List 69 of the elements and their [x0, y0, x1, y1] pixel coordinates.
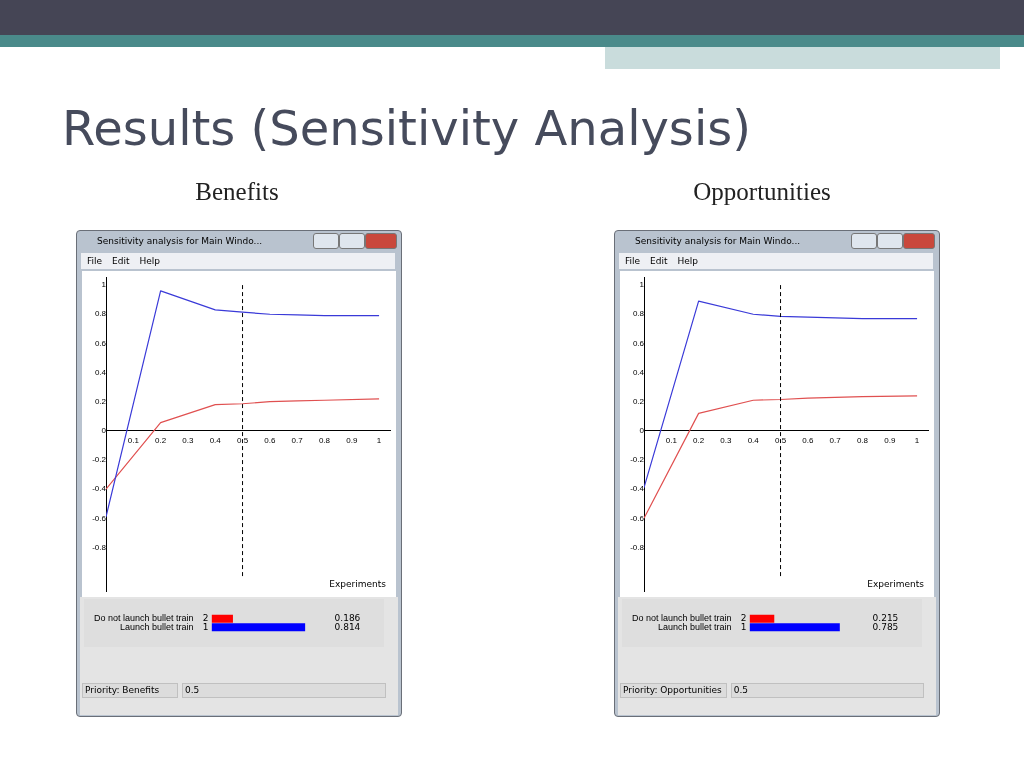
- x-tick-label: 0.5: [236, 435, 249, 445]
- x-tick-label: 0.2: [693, 435, 705, 445]
- y-tick-label: 0.8: [94, 309, 107, 319]
- x-tick-label: 1: [914, 435, 920, 445]
- y-tick-label: -0.8: [92, 542, 107, 552]
- y-tick-label: -0.8: [630, 542, 645, 552]
- data-label: 0.814: [334, 621, 361, 632]
- y-tick-label: 0.2: [94, 396, 107, 406]
- text: Sensitivity analysis for Main Windo...: [97, 236, 263, 246]
- text: File: [87, 256, 103, 266]
- data-label: 0.215: [872, 613, 899, 624]
- text: Sensitivity analysis for Main Windo...: [635, 236, 801, 246]
- y-tick-label: 0.6: [632, 338, 645, 348]
- x-tick-label: 0.7: [291, 435, 304, 445]
- x-tick-label: 0.4: [209, 435, 222, 445]
- y-tick-label: -0.2: [630, 455, 645, 465]
- y-tick-label: 0.4: [632, 367, 645, 377]
- y-tick-label: -0.2: [92, 455, 107, 465]
- x-axis-title: Experiments: [867, 579, 925, 590]
- data-label: 0.186: [334, 613, 361, 624]
- text: Edit: [650, 256, 668, 266]
- x-tick-label: 0.1: [127, 435, 140, 445]
- y-tick-label: -0.6: [630, 513, 645, 523]
- chart-title: Opportunities: [692, 178, 832, 206]
- y-tick-label: Do not launch bullet train: [632, 613, 732, 624]
- x-tick-label: 0.6: [802, 435, 814, 445]
- y-tick-label: -0.4: [630, 484, 645, 494]
- text: Results (Sensitivity Analysis): [62, 100, 751, 156]
- y-tick-label: 0: [101, 426, 107, 436]
- y-tick-label: 0.6: [94, 338, 107, 348]
- text: Help: [677, 256, 699, 266]
- x-tick-label: 0.9: [346, 435, 358, 445]
- x-tick-label: 0.3: [182, 435, 195, 445]
- y-tick-label: Do not launch bullet train: [94, 613, 194, 624]
- text: Help: [139, 256, 161, 266]
- x-tick-label: 0.6: [264, 435, 276, 445]
- text: 1: [202, 621, 209, 632]
- y-tick-label: 0.4: [94, 367, 107, 377]
- x-tick-label: 0.9: [884, 435, 896, 445]
- y-tick-label: 0: [639, 426, 645, 436]
- text: Edit: [112, 256, 130, 266]
- text: 2: [740, 613, 747, 624]
- y-tick-label: 1: [639, 280, 645, 290]
- x-tick-label: 0.3: [720, 435, 733, 445]
- x-axis-title: Experiments: [329, 579, 387, 590]
- x-tick-label: 0.2: [155, 435, 167, 445]
- text: File: [625, 256, 641, 266]
- data-label: 0.785: [872, 621, 899, 632]
- x-tick-label: 0.1: [665, 435, 678, 445]
- y-tick-label: Launch bullet train: [658, 621, 732, 632]
- x-tick-label: 1: [376, 435, 382, 445]
- y-tick-label: -0.4: [92, 484, 107, 494]
- x-tick-label: 0.5: [774, 435, 787, 445]
- text: Priority: Benefits: [82, 683, 178, 698]
- chart-title: Benefits: [194, 178, 280, 206]
- text: 2: [202, 613, 209, 624]
- y-tick-label: -0.6: [92, 513, 107, 523]
- y-tick-label: 0.8: [632, 309, 645, 319]
- text: Priority: Opportunities: [620, 683, 727, 698]
- y-tick-label: 1: [101, 280, 107, 290]
- y-tick-label: Launch bullet train: [120, 621, 194, 632]
- text: 0.5: [182, 683, 386, 698]
- x-tick-label: 0.4: [747, 435, 760, 445]
- y-tick-label: 0.2: [632, 396, 645, 406]
- text: 1: [740, 621, 747, 632]
- x-tick-label: 0.8: [318, 435, 331, 445]
- text: 0.5: [730, 683, 924, 698]
- x-tick-label: 0.8: [856, 435, 869, 445]
- x-tick-label: 0.7: [829, 435, 842, 445]
